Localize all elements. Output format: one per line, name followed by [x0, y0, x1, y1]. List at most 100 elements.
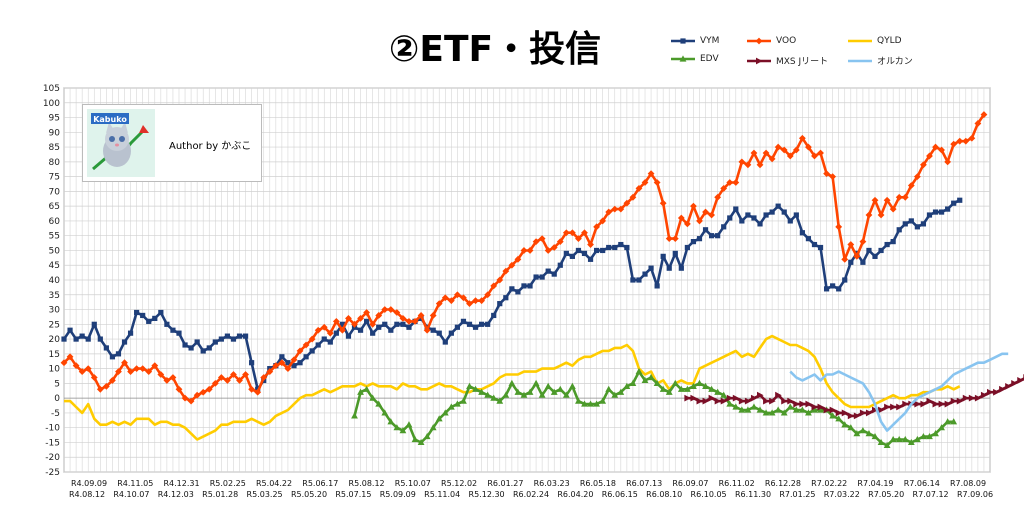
data-point — [659, 385, 667, 392]
data-point — [472, 385, 479, 392]
data-point — [751, 215, 757, 221]
data-point — [339, 321, 346, 327]
data-point — [60, 359, 68, 367]
data-point — [61, 336, 67, 342]
legend-marker — [679, 55, 687, 62]
data-point — [605, 208, 613, 216]
data-point — [496, 276, 504, 284]
data-point — [715, 233, 721, 239]
data-point — [453, 291, 461, 299]
data-point — [527, 283, 533, 289]
data-point — [945, 206, 951, 212]
data-point — [575, 235, 582, 243]
data-point — [491, 312, 497, 319]
data-point — [472, 324, 479, 330]
data-point — [914, 224, 920, 230]
data-point — [624, 244, 630, 251]
data-point — [774, 143, 782, 151]
data-point — [962, 137, 970, 145]
data-point — [653, 179, 661, 186]
data-point — [381, 306, 389, 313]
data-point — [635, 185, 643, 192]
data-point — [702, 208, 709, 216]
x-tick-label: R6.11.02 — [719, 479, 755, 488]
data-point — [453, 400, 461, 407]
y-tick-label: 40 — [49, 276, 61, 286]
data-point — [780, 146, 788, 154]
x-tick-label: R5.05.20 — [291, 490, 327, 499]
data-point — [823, 170, 830, 178]
x-tick-label: R4.12.03 — [158, 490, 194, 499]
logo-text: Kabuko — [93, 115, 127, 124]
x-tick-label: R5.03.25 — [247, 490, 283, 499]
data-point — [217, 374, 225, 381]
data-point — [593, 400, 601, 407]
data-point — [320, 323, 328, 331]
data-point — [938, 209, 945, 215]
data-point — [454, 324, 460, 330]
y-tick-label: 25 — [49, 320, 60, 330]
x-tick-label: R4.09.09 — [71, 479, 107, 488]
data-point — [683, 220, 691, 228]
legend-label: EDV — [700, 54, 719, 64]
data-point — [635, 367, 643, 375]
data-point — [999, 385, 1006, 393]
data-point — [279, 354, 285, 360]
data-point — [587, 256, 594, 262]
data-point — [600, 247, 606, 254]
data-point — [326, 329, 334, 337]
data-point — [877, 211, 885, 219]
data-point — [902, 400, 909, 408]
data-point — [629, 193, 637, 201]
data-point — [805, 236, 812, 242]
data-point — [926, 152, 933, 160]
data-point — [762, 149, 770, 157]
data-point — [726, 400, 734, 407]
data-point — [187, 397, 195, 405]
x-tick-label: R7.09.06 — [957, 490, 993, 499]
data-point — [895, 435, 903, 443]
data-point — [436, 330, 442, 336]
data-point — [429, 424, 437, 431]
y-tick-label: -20 — [45, 453, 60, 463]
data-point — [878, 247, 884, 254]
data-point — [230, 336, 237, 342]
legend-swatch — [848, 59, 872, 62]
data-point — [786, 152, 794, 160]
data-point — [242, 371, 249, 378]
data-point — [769, 397, 776, 405]
chart-grid — [63, 87, 991, 473]
legend-swatch — [671, 55, 695, 62]
data-point — [672, 250, 678, 257]
data-point — [485, 321, 491, 327]
data-point — [914, 400, 921, 408]
data-point — [532, 238, 540, 245]
data-point — [951, 200, 957, 206]
data-point — [497, 301, 503, 307]
data-point — [520, 391, 528, 398]
x-axis-ticks: R4.09.09 R4.11.05 R4.12.31 R5.02.25 R5.04.22… — [69, 479, 993, 499]
data-point — [895, 193, 903, 201]
data-point — [786, 403, 794, 410]
data-point — [841, 409, 849, 417]
y-tick-label: 10 — [49, 365, 61, 375]
data-point — [91, 321, 97, 327]
data-point — [684, 394, 691, 402]
data-point — [594, 247, 600, 254]
data-point — [66, 353, 74, 361]
data-point — [708, 385, 715, 392]
data-point — [351, 412, 358, 419]
data-point — [708, 394, 716, 402]
data-point — [696, 379, 703, 386]
data-point — [612, 244, 618, 251]
data-point — [769, 209, 775, 215]
data-point — [351, 320, 358, 328]
data-point — [738, 158, 746, 166]
data-point — [757, 391, 764, 399]
legend-item: MXS Jリート — [746, 54, 828, 67]
data-point — [254, 388, 262, 396]
data-point — [272, 362, 280, 370]
data-point — [236, 377, 243, 384]
data-point — [199, 388, 207, 396]
